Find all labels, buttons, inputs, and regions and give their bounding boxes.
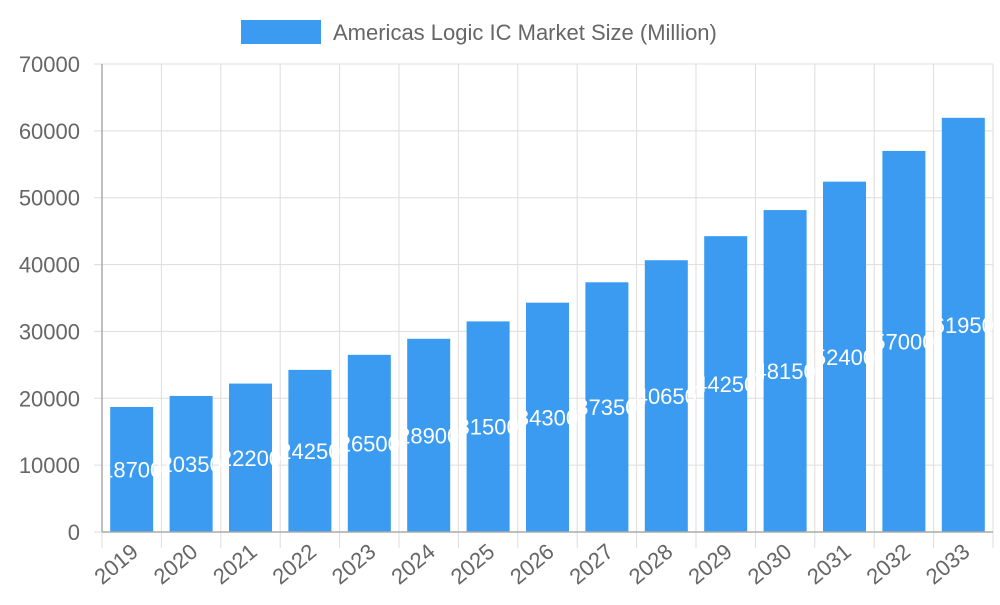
bar [823, 181, 866, 532]
data-label: 28900 [398, 423, 459, 448]
bar [526, 302, 569, 532]
legend-label: Americas Logic IC Market Size (Million) [333, 20, 717, 45]
x-tick-label: 2032 [862, 539, 916, 590]
data-label: 34300 [517, 405, 578, 430]
legend[interactable]: Americas Logic IC Market Size (Million) [241, 20, 717, 45]
y-tick-label: 20000 [19, 386, 80, 411]
bar [110, 406, 154, 532]
bar [169, 395, 213, 532]
bar [466, 321, 510, 532]
x-tick-label: 2025 [446, 539, 500, 590]
x-tick-label: 2023 [327, 539, 381, 590]
data-label: 24250 [279, 439, 340, 464]
x-tick-label: 2019 [89, 539, 143, 590]
x-tick-label: 2022 [268, 539, 322, 590]
bar [644, 260, 688, 532]
legend-swatch [241, 20, 321, 44]
x-tick-label: 2031 [802, 539, 856, 590]
y-tick-label: 50000 [19, 186, 80, 211]
x-tick-label: 2026 [505, 539, 559, 590]
x-tick-label: 2030 [743, 539, 797, 590]
bar [882, 150, 926, 532]
x-tick-label: 2029 [683, 539, 737, 590]
y-tick-label: 0 [68, 520, 80, 545]
data-label: 31500 [458, 415, 519, 440]
y-tick-label: 60000 [19, 119, 80, 144]
data-label: 26500 [339, 431, 400, 456]
bar [704, 236, 748, 532]
x-tick-label: 2028 [624, 539, 678, 590]
data-label: 40650 [636, 384, 697, 409]
x-tick-label: 2021 [208, 539, 262, 590]
x-tick-label: 2027 [565, 539, 619, 590]
y-tick-label: 10000 [19, 453, 80, 478]
data-label: 61950 [933, 313, 994, 338]
bar [288, 369, 332, 532]
data-label: 22200 [220, 446, 281, 471]
data-label: 48150 [755, 359, 816, 384]
bar [407, 338, 451, 532]
bar [941, 117, 985, 532]
bar [347, 354, 391, 532]
data-label: 37350 [576, 395, 637, 420]
y-tick-label: 30000 [19, 319, 80, 344]
data-label: 44250 [695, 372, 756, 397]
y-tick-label: 40000 [19, 253, 80, 278]
data-label: 57000 [873, 329, 934, 354]
data-label: 52400 [814, 345, 875, 370]
bar [763, 210, 807, 532]
x-tick-label: 2024 [386, 539, 440, 590]
bar [585, 282, 629, 532]
x-tick-label: 2020 [149, 539, 203, 590]
data-label: 18700 [101, 457, 162, 482]
bar [229, 383, 272, 532]
y-tick-label: 70000 [19, 52, 80, 77]
x-tick-label: 2033 [921, 539, 975, 590]
data-label: 20350 [161, 452, 222, 477]
